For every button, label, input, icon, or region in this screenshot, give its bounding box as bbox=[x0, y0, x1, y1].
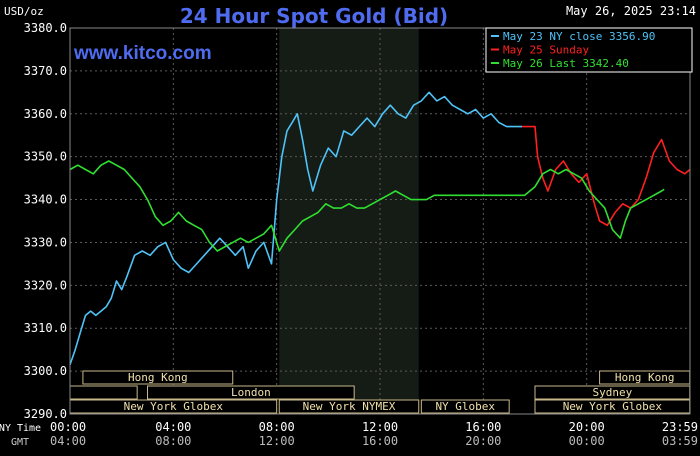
ny-time-tick: 12:00 bbox=[362, 420, 398, 434]
price-series bbox=[69, 91, 691, 365]
legend-label: May 26 Last 3342.40 bbox=[503, 57, 629, 70]
session-block: Hong Kong bbox=[599, 370, 691, 385]
session-bar bbox=[82, 370, 234, 385]
y-tick-label: 3350.0 bbox=[24, 150, 67, 164]
session-bar bbox=[278, 399, 420, 414]
legend-entry: May 25 Sunday bbox=[491, 44, 589, 57]
session-label: New York NYMEX bbox=[303, 400, 396, 413]
ny-time-tick: 00:00 bbox=[50, 420, 86, 434]
legend-entry: May 26 Last 3342.40 bbox=[491, 57, 629, 70]
series-line-1 bbox=[69, 91, 523, 365]
session-block: New York Globex bbox=[534, 399, 691, 414]
gmt-time-tick: 16:00 bbox=[362, 434, 398, 448]
session-bar bbox=[147, 385, 355, 400]
y-axis-ticks: 3290.0 3300.0 3310.0 3320.0 3330.0 3340.0 3350… bbox=[24, 21, 67, 421]
session-block: Hong Kong bbox=[82, 370, 234, 385]
ny-time-tick: 04:00 bbox=[155, 420, 191, 434]
gmt-axis-label: GMT bbox=[11, 437, 29, 448]
series-line-2 bbox=[522, 125, 691, 227]
x-axis-ticks: 00:0004:0004:0008:0008:0012:0012:0016:00… bbox=[50, 420, 698, 448]
session-block: Sydney bbox=[534, 385, 691, 400]
website-link[interactable]: www.kitco.com bbox=[73, 43, 212, 64]
session-label: NY Globex bbox=[435, 400, 495, 413]
unit-label: USD/oz bbox=[4, 5, 44, 18]
trading-sessions: Hong Kong London New York Globex New York N… bbox=[69, 370, 691, 414]
ny-time-tick: 16:00 bbox=[465, 420, 501, 434]
ny-time-axis-label: NY Time bbox=[0, 423, 41, 434]
y-tick-label: 3320.0 bbox=[24, 278, 67, 292]
session-label: Hong Kong bbox=[615, 371, 675, 384]
session-label: Sydney bbox=[592, 386, 632, 399]
session-bar bbox=[420, 399, 510, 414]
night-session-band bbox=[279, 28, 419, 414]
y-tick-label: 3360.0 bbox=[24, 107, 67, 121]
legend-entry: May 23 NY close 3356.90 bbox=[491, 30, 655, 43]
ny-time-tick: 20:00 bbox=[569, 420, 605, 434]
gmt-time-tick: 04:00 bbox=[50, 434, 86, 448]
y-tick-label: 3330.0 bbox=[24, 235, 67, 249]
session-label: New York Globex bbox=[124, 400, 224, 413]
legend-label: May 25 Sunday bbox=[503, 44, 589, 57]
session-label: New York Globex bbox=[563, 400, 663, 413]
series-line-3 bbox=[69, 160, 665, 252]
legend-box bbox=[485, 27, 693, 73]
ny-time-tick: 08:00 bbox=[259, 420, 295, 434]
ny-time-tick: 23:59 bbox=[662, 420, 698, 434]
session-label: London bbox=[231, 386, 271, 399]
plot-frame bbox=[69, 27, 691, 415]
gmt-time-tick: 08:00 bbox=[155, 434, 191, 448]
session-block: NY Globex bbox=[420, 399, 510, 414]
session-block: New York NYMEX bbox=[278, 399, 420, 414]
y-tick-label: 3370.0 bbox=[24, 64, 67, 78]
session-block bbox=[69, 385, 138, 400]
y-tick-label: 3380.0 bbox=[24, 21, 67, 35]
legend-label: May 23 NY close 3356.90 bbox=[503, 30, 655, 43]
y-tick-label: 3300.0 bbox=[24, 364, 67, 378]
chart-title: 24 Hour Spot Gold (Bid) bbox=[180, 4, 448, 28]
gmt-time-tick: 03:59 bbox=[662, 434, 698, 448]
chart-datetime: May 26, 2025 23:14 bbox=[566, 4, 696, 18]
session-bar bbox=[69, 385, 138, 400]
gmt-time-tick: 12:00 bbox=[259, 434, 295, 448]
y-tick-label: 3290.0 bbox=[24, 407, 67, 421]
gmt-time-tick: 20:00 bbox=[465, 434, 501, 448]
session-label: Hong Kong bbox=[128, 371, 188, 384]
session-block: New York Globex bbox=[69, 399, 278, 414]
y-tick-label: 3340.0 bbox=[24, 193, 67, 207]
session-block: London bbox=[147, 385, 355, 400]
y-tick-label: 3310.0 bbox=[24, 321, 67, 335]
gmt-time-tick: 00:00 bbox=[569, 434, 605, 448]
